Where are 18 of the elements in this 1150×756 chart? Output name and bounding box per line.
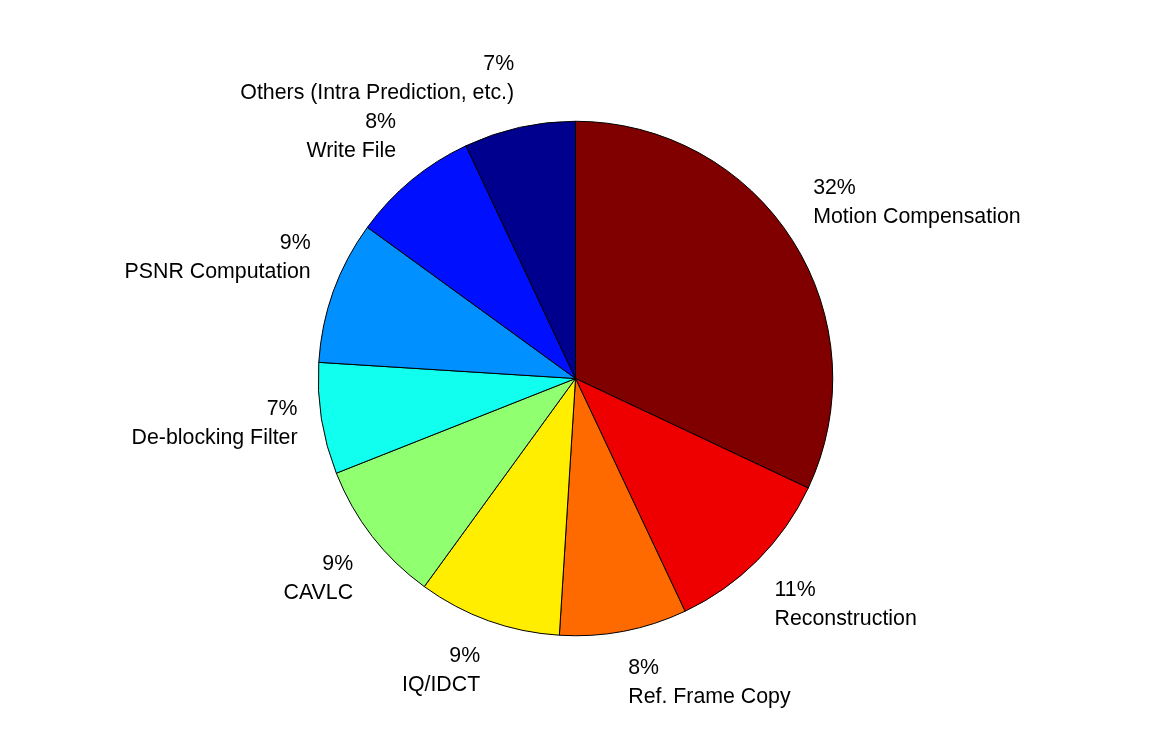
slice-label: Reconstruction xyxy=(774,606,917,631)
slice-label: De-blocking Filter xyxy=(131,424,298,449)
data-label: 8% xyxy=(628,654,660,679)
slice-label: Write File xyxy=(306,137,397,162)
data-label: 7% xyxy=(483,51,515,76)
data-label: 32% xyxy=(813,175,856,200)
data-label: 9% xyxy=(449,643,481,668)
data-label: 11% xyxy=(774,577,816,602)
slice-label: IQ/IDCT xyxy=(401,671,481,696)
slice-label: PSNR Computation xyxy=(124,259,311,284)
slice-label: Ref. Frame Copy xyxy=(628,683,791,708)
slice-label: Motion Compensation xyxy=(813,203,1021,228)
slice-label: CAVLC xyxy=(283,579,354,604)
data-label: 9% xyxy=(322,550,354,575)
data-label: 7% xyxy=(266,396,298,421)
slice-label: Others (Intra Prediction, etc.) xyxy=(240,80,515,105)
data-label: 8% xyxy=(365,109,397,134)
data-label: 9% xyxy=(279,230,311,255)
